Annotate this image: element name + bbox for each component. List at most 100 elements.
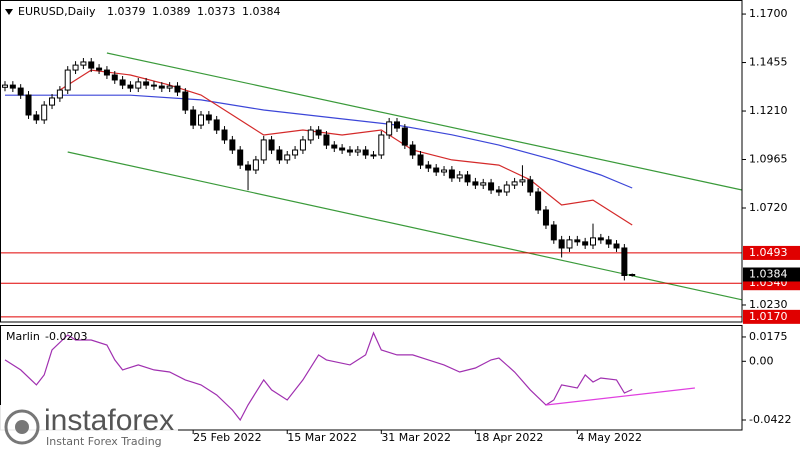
candle-body (119, 79, 126, 86)
candle-body (315, 129, 322, 136)
y-tick-label: 1.0230 (749, 298, 788, 311)
indicator-title: Marlin (6, 330, 40, 343)
indicator-value: -0.0203 (45, 330, 87, 343)
candle-body (103, 69, 110, 76)
chart-title: EURUSD,Daily (18, 5, 96, 18)
candle-body (456, 174, 463, 179)
watermark-icon (4, 409, 40, 445)
candle-body (307, 129, 314, 141)
y-tick-label: 1.1700 (749, 7, 788, 20)
candle-body (386, 121, 393, 136)
candle-body (629, 274, 636, 277)
candle-body (182, 91, 189, 111)
candle-body (558, 239, 565, 249)
candle-body (621, 247, 628, 276)
candle-body (574, 239, 581, 243)
level-label: 1.0170 (749, 310, 788, 323)
candle-body (237, 149, 244, 166)
candle-body (127, 84, 134, 89)
x-tick-label: 18 Apr 2022 (475, 431, 543, 444)
y-tick-label: 1.1455 (749, 56, 788, 69)
candle-body (370, 154, 377, 157)
candle-body (49, 97, 56, 106)
watermark-tagline: Instant Forex Trading (46, 435, 162, 448)
candle-body (362, 149, 369, 156)
ohlc-high: 1.0389 (152, 5, 191, 18)
candle-body (9, 84, 16, 89)
overlay-line (106, 52, 743, 191)
candle-body (2, 84, 8, 88)
candle-body (503, 184, 510, 193)
candle-body (64, 69, 71, 91)
y-tick-label: 0.00 (749, 354, 774, 367)
candle-body (597, 237, 604, 241)
candle-body (488, 182, 495, 191)
level-label: 1.0493 (749, 246, 788, 259)
candle-body (401, 127, 408, 146)
candle-body (276, 149, 283, 161)
candle-body (582, 241, 589, 246)
candle-body (143, 81, 150, 86)
watermark-icon-core (15, 420, 29, 434)
candle-body (33, 114, 40, 121)
candle-body (17, 87, 24, 96)
candle-body (425, 164, 432, 169)
candle-body (354, 149, 361, 153)
candle-body (550, 224, 557, 241)
x-tick-label: 4 May 2022 (577, 431, 642, 444)
candle-body (535, 191, 542, 211)
candle-body (299, 139, 306, 151)
watermark: instaforex Instant Forex Trading (0, 404, 178, 451)
candle-body (260, 139, 267, 161)
candle-body (378, 134, 385, 156)
candle-body (519, 179, 526, 183)
candle-body (495, 189, 502, 193)
candle-body (111, 74, 118, 81)
candle-body (433, 167, 440, 173)
ohlc-open: 1.0379 (107, 5, 146, 18)
x-tick-label: 25 Feb 2022 (193, 431, 261, 444)
candle-body (25, 94, 32, 116)
y-tick-label: 1.0965 (749, 153, 788, 166)
candle-body (292, 149, 299, 156)
price-label: 1.0384 (749, 268, 788, 281)
candle-body (56, 89, 63, 99)
candle-body (472, 181, 479, 186)
plot-area (0, 52, 743, 422)
candle-body (331, 144, 338, 149)
candle-body (268, 139, 275, 151)
candle-body (409, 144, 416, 156)
candle-body (464, 174, 471, 183)
indicator-trendline (545, 387, 695, 406)
y-tick-label: -0.0422 (749, 413, 791, 426)
candle-body (566, 239, 573, 249)
candle-body (80, 61, 87, 66)
candle-body (441, 169, 448, 173)
candle-body (448, 169, 455, 179)
y-tick-label: 1.0720 (749, 201, 788, 214)
candle-body (229, 139, 236, 151)
candle-body (190, 109, 197, 126)
x-tick-label: 31 Mar 2022 (381, 431, 451, 444)
candle-body (174, 85, 181, 93)
candle-body (605, 239, 612, 245)
candle-body (166, 85, 173, 89)
candle-body (527, 179, 534, 193)
level-label-box (743, 309, 800, 324)
ohlc-low: 1.0373 (197, 5, 236, 18)
candle-body (590, 237, 596, 246)
overlay-line (59, 69, 633, 226)
candle-body (205, 114, 212, 121)
indicator-line (4, 331, 633, 422)
menu-arrow[interactable] (5, 9, 13, 15)
candle-body (41, 104, 48, 121)
candle-body (221, 129, 228, 141)
candle-body (542, 209, 549, 226)
candle-body (198, 114, 204, 126)
price-label-box (743, 267, 800, 282)
candle-body (339, 147, 346, 151)
candle-body (88, 61, 95, 69)
candle-body (480, 182, 487, 186)
